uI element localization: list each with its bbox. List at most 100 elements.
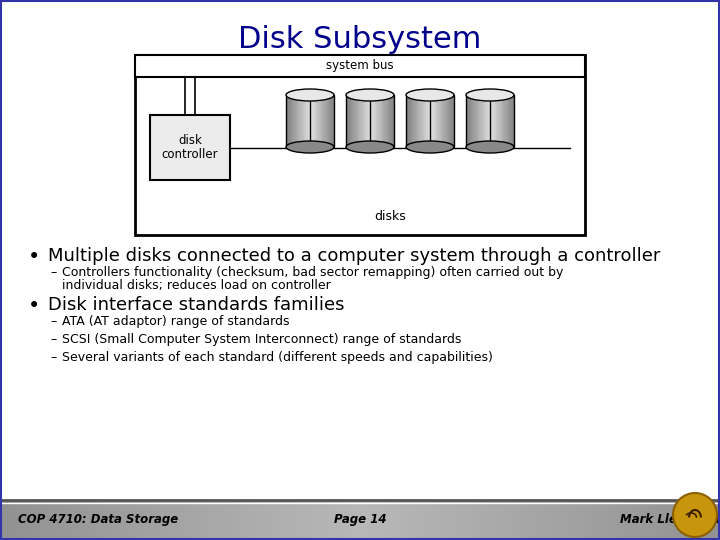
Text: disks: disks [374,210,406,223]
Bar [443,500,447,540]
Text: •: • [28,247,40,267]
Bar [173,500,177,540]
Bar [406,95,454,147]
Bar [482,95,483,147]
Bar [601,500,606,540]
Bar [176,500,181,540]
Bar [565,500,570,540]
Bar [507,95,508,147]
Bar [32,500,37,540]
Bar [510,95,512,147]
Bar [14,500,19,540]
Bar [544,500,548,540]
Bar [447,95,449,147]
Bar [451,95,452,147]
Bar [40,500,44,540]
Bar [472,500,476,540]
Bar [417,95,418,147]
Bar [351,95,353,147]
Bar [526,500,530,540]
Text: COP 4710: Data Storage: COP 4710: Data Storage [18,514,179,526]
Bar [691,500,696,540]
Bar [79,500,84,540]
Bar [426,95,428,147]
Bar [302,95,303,147]
Bar [18,500,22,540]
Bar [702,500,706,540]
Bar [418,500,422,540]
Bar [112,500,116,540]
Bar [368,95,369,147]
Bar [469,95,470,147]
Bar [365,95,367,147]
Bar [444,95,445,147]
Bar [400,500,404,540]
Bar [76,500,80,540]
Bar [130,500,134,540]
Bar [317,500,321,540]
Bar [576,500,580,540]
Bar [432,500,436,540]
Bar [505,95,508,147]
Bar [61,500,66,540]
Bar [323,95,325,147]
Bar [209,500,213,540]
Bar [332,95,333,147]
Bar [558,500,562,540]
Bar [440,95,441,147]
Bar [454,500,458,540]
Bar [634,500,638,540]
Bar [487,95,490,147]
Bar [327,95,328,147]
Text: –: – [50,315,56,328]
Bar [364,95,366,147]
Bar [487,95,488,147]
Bar [388,95,390,147]
Bar [490,95,492,147]
Bar [303,95,305,147]
Bar [410,95,411,147]
Bar [433,95,434,147]
Bar [184,500,188,540]
Bar [259,500,264,540]
Bar [230,500,235,540]
Bar [451,95,454,147]
Bar [330,95,332,147]
Bar [494,95,495,147]
Bar [503,95,505,147]
Bar [375,95,377,147]
Ellipse shape [346,141,394,153]
Bar [90,500,94,540]
Circle shape [673,493,717,537]
Bar [423,95,425,147]
Bar [438,95,440,147]
Bar [450,500,454,540]
Ellipse shape [406,141,454,153]
Bar [58,500,62,540]
Bar [594,500,598,540]
Bar [364,500,368,540]
Bar [415,95,416,147]
Bar [212,500,217,540]
Bar [498,95,499,147]
Bar [612,500,616,540]
Bar [360,500,364,540]
Bar [321,95,323,147]
Bar [347,95,349,147]
Bar [580,500,584,540]
Bar [122,500,127,540]
Text: SCSI (Small Computer System Interconnect) range of standards: SCSI (Small Computer System Interconnect… [62,333,462,346]
Bar [366,95,368,147]
Bar [307,95,310,147]
Bar [291,95,292,147]
Bar [442,95,444,147]
Bar [464,500,469,540]
Text: •: • [28,296,40,316]
Bar [655,500,660,540]
Text: Mark Llewellyn ©: Mark Llewellyn © [620,514,720,526]
Bar [320,95,321,147]
Bar [191,500,195,540]
Bar [372,95,373,147]
Bar [508,500,512,540]
Bar [590,500,595,540]
